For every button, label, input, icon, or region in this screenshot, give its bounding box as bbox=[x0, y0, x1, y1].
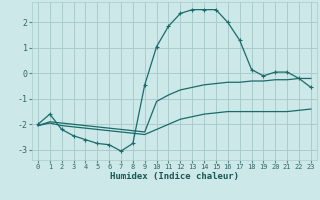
X-axis label: Humidex (Indice chaleur): Humidex (Indice chaleur) bbox=[110, 172, 239, 181]
